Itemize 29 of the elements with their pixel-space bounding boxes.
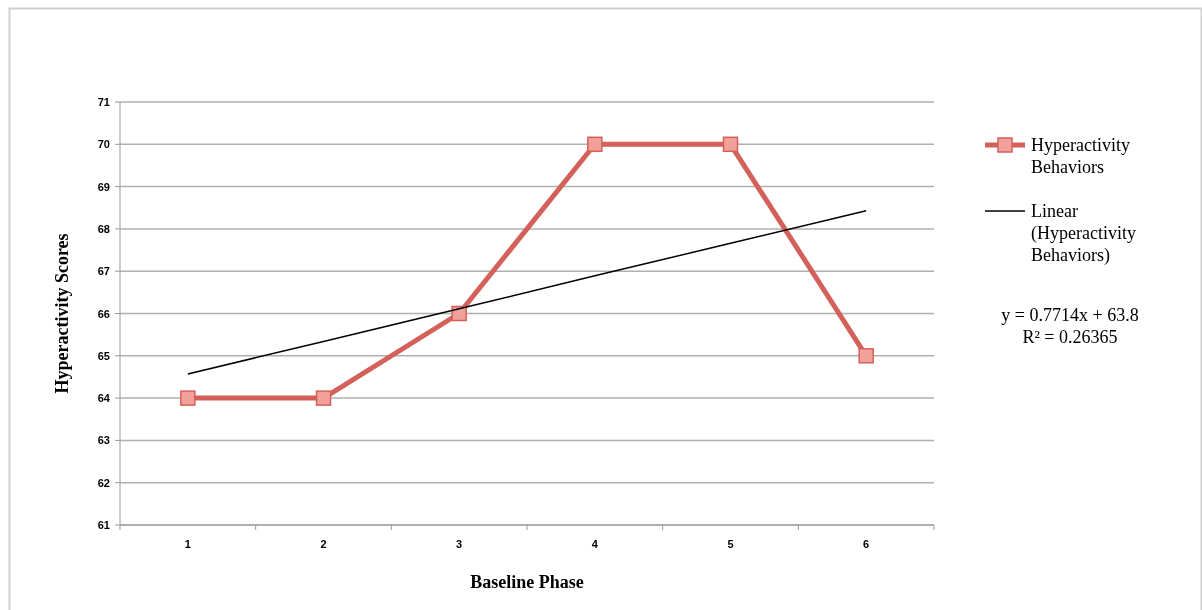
x-tick-label: 1	[184, 538, 191, 550]
x-axis-title: Baseline Phase	[470, 572, 584, 592]
line-series	[187, 209, 867, 375]
point	[315, 390, 332, 406]
y-tick-label: 62	[97, 476, 110, 489]
text: y = 0.7714x + 63.8	[1001, 305, 1139, 325]
x-tick-label: 5	[727, 538, 734, 550]
y-tick-label: 61	[97, 519, 110, 531]
point	[587, 136, 603, 153]
y-tick-label: 70	[97, 138, 110, 151]
y-tick-label: 69	[97, 180, 110, 193]
x-tick-label: 6	[863, 538, 870, 550]
point	[180, 390, 196, 406]
point	[722, 136, 739, 153]
y-tick-label: 64	[97, 392, 111, 405]
y-tick-label: 65	[97, 349, 110, 362]
y-axis-title: Hyperactivity Scores	[52, 233, 72, 394]
x-tick-label: 2	[320, 538, 327, 550]
x-tick-label: 3	[456, 538, 463, 550]
y-tick-label: 63	[97, 434, 110, 447]
x-tick-label: 4	[591, 538, 599, 550]
y-tick-label: 67	[97, 265, 110, 278]
point	[858, 348, 874, 364]
y-tick-label: 71	[97, 96, 110, 108]
y-tick-label: 68	[97, 222, 110, 235]
legend-label: Linear (Hyperactivity Behaviors)	[1031, 201, 1136, 266]
legend-label: Hyperactivity Behaviors	[1031, 135, 1130, 177]
y-tick-label: 66	[97, 307, 110, 320]
text: R² = 0.26365	[1022, 327, 1118, 347]
